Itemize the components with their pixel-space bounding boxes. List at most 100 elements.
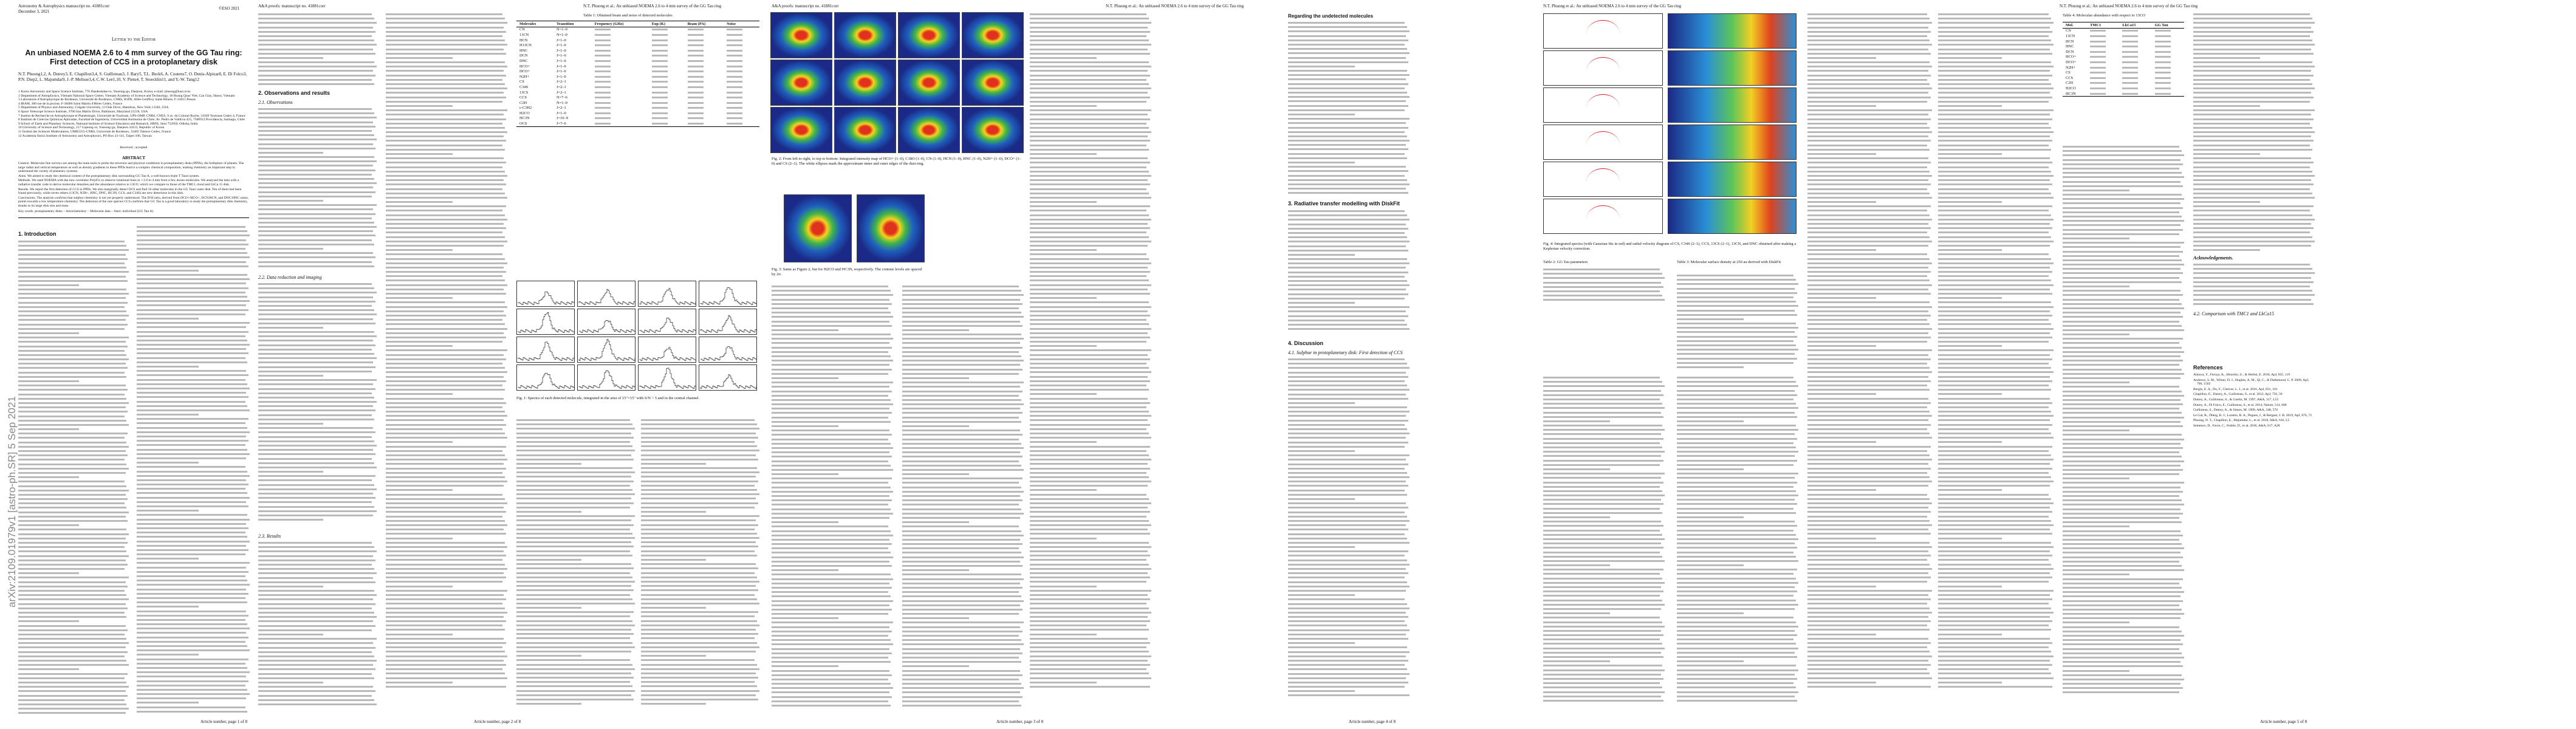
text-line: [902, 403, 1024, 406]
text-line: [902, 477, 1023, 480]
text-line: [1807, 323, 1930, 326]
table-row: c-C3H2 J=2–1: [516, 106, 759, 111]
text-line: [18, 559, 126, 561]
text-line: [1807, 253, 1927, 256]
text-line: [1288, 109, 1405, 111]
text-line: [2193, 109, 2315, 112]
table-cell-placeholder: [685, 84, 724, 90]
text-line: [1288, 533, 1405, 535]
text-line: [386, 380, 506, 382]
text-line: [902, 364, 1020, 366]
text-line: [137, 330, 249, 333]
text-line: [18, 459, 125, 461]
table-cell-placeholder: [592, 84, 649, 90]
text-line: [1030, 559, 1146, 561]
cell-line: [687, 33, 704, 36]
text-line: [1543, 581, 1665, 584]
table-cell-placeholder: [592, 69, 649, 74]
text-line: [516, 480, 634, 482]
text-line: [18, 629, 128, 631]
cell-line: [594, 33, 611, 36]
text-line: [641, 506, 755, 508]
text-line: [1030, 262, 1151, 264]
text-line: [386, 423, 506, 426]
text-line: [902, 705, 1021, 707]
text-line: [1030, 327, 1151, 330]
spectrum-panel: [699, 281, 757, 307]
text-line: [2063, 495, 2179, 497]
text-line: [1030, 489, 1097, 491]
spectrum-panel: [1543, 162, 1663, 197]
text-line: [2063, 530, 2180, 532]
text-line: [1288, 459, 1406, 461]
text-line: [386, 271, 506, 273]
text-line: [1807, 22, 1932, 24]
text-line: [258, 479, 372, 482]
text-line: [1677, 665, 1796, 667]
text-line: [386, 306, 507, 308]
text-line: [258, 642, 374, 645]
text-line: [1938, 183, 2053, 186]
table-cell-placeholder: [724, 69, 759, 74]
text-line: [902, 516, 1020, 519]
cell-line: [594, 55, 611, 57]
text-line: [1543, 411, 1661, 414]
text-line: [1938, 642, 2053, 644]
text-line: [1807, 620, 1931, 623]
text-line: [1288, 223, 1406, 225]
cell-line: [2122, 46, 2139, 48]
text-line: [386, 249, 453, 252]
text-line: [902, 661, 1021, 663]
text-line: [18, 306, 125, 308]
table-cell: OCS: [519, 122, 527, 126]
text-line: [772, 669, 889, 672]
text-line: [1288, 26, 1407, 29]
text-line: [386, 109, 507, 112]
table-cell-placeholder: [724, 74, 759, 80]
gaussian-fit: [1586, 205, 1620, 233]
text-line: [1677, 357, 1797, 360]
text-line: [516, 602, 635, 604]
text-line: [1677, 353, 1795, 355]
text-line: [641, 620, 758, 622]
table-cell-placeholder: [649, 69, 685, 74]
text-line: [386, 39, 505, 42]
text-line: [2063, 185, 2183, 187]
text-line: [902, 600, 1024, 602]
text-line: [1807, 423, 1931, 426]
text-line: [2193, 148, 2312, 151]
text-line: [1030, 668, 1146, 671]
text-line: [386, 529, 504, 531]
text-line: [641, 450, 759, 452]
text-line: [137, 265, 249, 267]
text-line: [2063, 534, 2183, 536]
text-line: [1030, 341, 1146, 343]
text-line: [1807, 18, 1930, 20]
text-line: [1938, 423, 2053, 426]
cell-line: [2090, 72, 2106, 74]
text-line: [137, 676, 247, 678]
text-line: [1938, 170, 2052, 173]
text-line: [1677, 691, 1798, 693]
text-line: [1288, 389, 1410, 391]
table-cell-placeholder: [2152, 65, 2184, 70]
text-line: [1288, 61, 1408, 63]
cell-line: [2122, 50, 2139, 53]
text-line: [1938, 563, 2052, 566]
table-cell-placeholder: [2152, 39, 2184, 44]
text-line: [1288, 594, 1355, 597]
text-line: [386, 659, 504, 662]
text-line: [1807, 227, 1931, 230]
cell-line: [594, 29, 611, 31]
text-line: [137, 580, 248, 582]
text-line: [258, 39, 375, 42]
cell-line: [727, 86, 743, 88]
text-line: [1288, 616, 1408, 618]
text-line: [386, 589, 507, 592]
text-line: [386, 100, 502, 103]
text-line: [1288, 174, 1405, 177]
table-cell: H13CN: [519, 43, 532, 48]
text-line: [2063, 525, 2129, 528]
text-line: [258, 598, 374, 601]
cell-line: [2122, 56, 2139, 58]
